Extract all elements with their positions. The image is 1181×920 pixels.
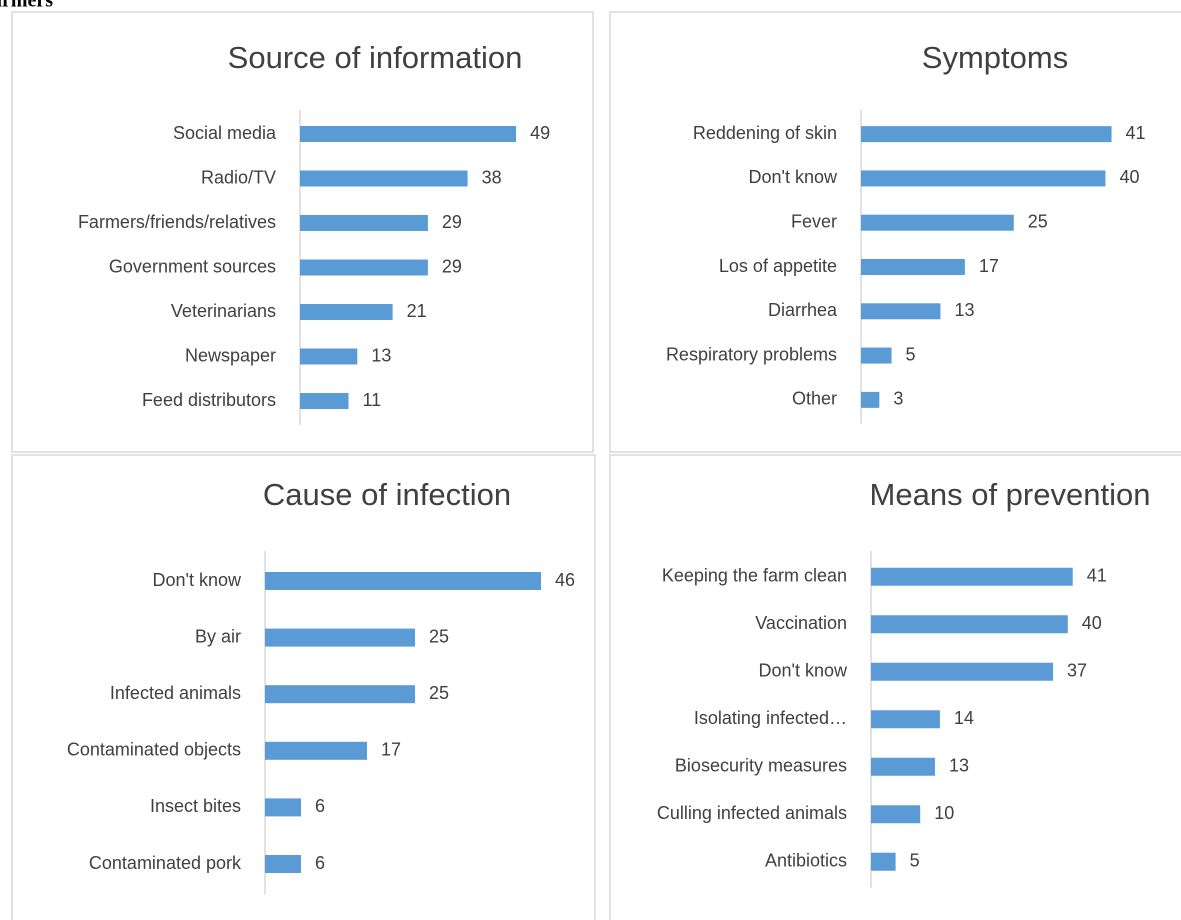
- bar: [265, 741, 367, 760]
- data-label: 14: [954, 708, 974, 728]
- panel: [11, 454, 596, 920]
- y-tick-label: Los of appetite: [719, 256, 837, 276]
- bar: [861, 126, 1112, 143]
- bar: [871, 805, 921, 824]
- y-tick-label: Farmers/friends/relatives: [78, 212, 276, 232]
- bar: [871, 710, 940, 729]
- data-label: 11: [363, 390, 382, 410]
- chart-title: Cause of infection: [263, 477, 511, 512]
- bar: [861, 170, 1106, 187]
- bar: [300, 304, 393, 320]
- bar: [871, 615, 1068, 634]
- y-tick-label: Biosecurity measures: [675, 756, 847, 776]
- bar: [861, 347, 892, 364]
- y-tick-label: Other: [792, 389, 837, 409]
- bar: [300, 126, 517, 142]
- bar: [300, 348, 358, 365]
- data-label: 3: [893, 389, 903, 409]
- bar: [265, 685, 415, 704]
- data-label: 49: [530, 123, 550, 143]
- data-label: 25: [429, 683, 449, 703]
- bar: [861, 259, 965, 275]
- y-tick-label: Vaccination: [755, 613, 847, 633]
- bar: [871, 567, 1073, 586]
- data-label: 13: [371, 345, 391, 365]
- y-tick-label: Infected animals: [110, 683, 241, 703]
- bar: [265, 798, 301, 817]
- y-tick-label: Fever: [791, 211, 837, 231]
- data-label: 29: [442, 256, 462, 276]
- y-tick-label: By air: [195, 626, 241, 646]
- bar: [871, 662, 1054, 681]
- y-tick-label: Isolating infected…: [694, 708, 847, 728]
- y-tick-label: Insect bites: [150, 796, 241, 816]
- data-label: 25: [429, 626, 449, 646]
- data-label: 21: [407, 301, 427, 321]
- panel: [11, 11, 594, 453]
- y-tick-label: Keeping the farm clean: [662, 566, 847, 586]
- chart-title: Source of information: [228, 40, 523, 75]
- y-tick-label: Feed distributors: [142, 390, 276, 410]
- bar: [265, 855, 301, 873]
- y-tick-label: Contaminated pork: [89, 853, 242, 873]
- bar: [871, 852, 896, 871]
- data-label: 13: [954, 300, 974, 320]
- data-label: 5: [906, 344, 916, 364]
- data-label: 40: [1082, 613, 1102, 633]
- bar: [871, 757, 935, 776]
- data-label: 6: [315, 796, 325, 816]
- caption: armers: [0, 0, 53, 12]
- data-label: 41: [1087, 566, 1107, 586]
- chart-title: Symptoms: [922, 40, 1068, 75]
- y-tick-label: Don't know: [759, 661, 848, 681]
- bar: [265, 628, 415, 647]
- y-tick-label: Veterinarians: [171, 301, 276, 321]
- y-tick-label: Diarrhea: [768, 300, 838, 320]
- y-tick-label: Government sources: [109, 256, 276, 276]
- y-tick-label: Culling infected animals: [657, 803, 847, 823]
- data-label: 41: [1126, 123, 1146, 143]
- bar: [300, 393, 349, 409]
- y-tick-label: Newspaper: [185, 345, 276, 365]
- bar: [861, 391, 880, 408]
- bar: [300, 259, 428, 276]
- y-tick-label: Reddening of skin: [693, 123, 837, 143]
- data-label: 29: [442, 212, 462, 232]
- data-label: 25: [1028, 211, 1048, 231]
- y-tick-label: Antibiotics: [765, 851, 847, 871]
- chart-title: Means of prevention: [870, 477, 1151, 512]
- y-tick-label: Contaminated objects: [67, 740, 241, 760]
- bar: [300, 215, 428, 231]
- data-label: 17: [381, 740, 401, 760]
- y-tick-label: Radio/TV: [201, 167, 276, 187]
- bar: [861, 303, 941, 320]
- data-label: 37: [1067, 661, 1087, 681]
- data-label: 40: [1119, 167, 1139, 187]
- data-label: 13: [949, 756, 969, 776]
- panel: [609, 454, 1181, 920]
- data-label: 38: [482, 167, 502, 187]
- data-label: 10: [934, 803, 954, 823]
- y-tick-label: Social media: [173, 123, 277, 143]
- bar: [265, 572, 541, 590]
- y-tick-label: Don't know: [153, 570, 242, 590]
- data-label: 6: [315, 853, 325, 873]
- y-tick-label: Respiratory problems: [666, 344, 837, 364]
- data-label: 46: [555, 570, 575, 590]
- data-label: 5: [910, 851, 920, 871]
- panel: [609, 11, 1181, 453]
- bar: [300, 170, 468, 187]
- data-label: 17: [979, 256, 999, 276]
- bar: [861, 214, 1014, 231]
- y-tick-label: Don't know: [749, 167, 838, 187]
